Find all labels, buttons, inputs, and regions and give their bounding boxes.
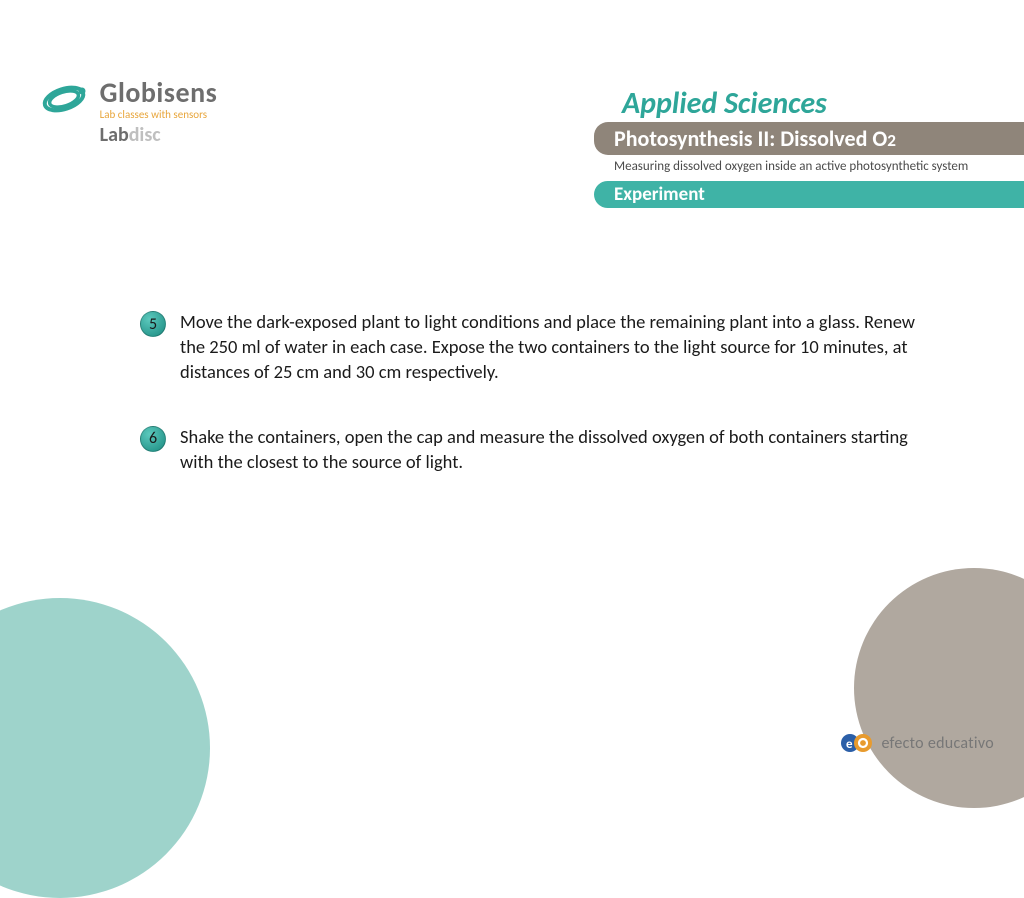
title-bar: Photosynthesis II: Dissolved O2: [594, 122, 1024, 155]
globe-swirl-icon: [40, 75, 88, 128]
ea-icon: e: [841, 732, 873, 754]
title-section: Experiment: [594, 181, 1024, 208]
title-desc: Measuring dissolved oxygen inside an act…: [594, 155, 1024, 181]
step-6: 6 Shake the containers, open the cap and…: [140, 425, 940, 475]
logo-tagline: Lab classes with sensors: [100, 108, 218, 121]
svg-text:e: e: [846, 737, 853, 752]
footer-brand: efecto educativo: [881, 734, 994, 753]
header: Globisens Lab classes with sensors Labdi…: [0, 0, 1024, 200]
decorative-blob-left: [0, 598, 210, 898]
step-text: Shake the containers, open the cap and m…: [180, 425, 940, 475]
content: 5 Move the dark-exposed plant to light c…: [140, 310, 940, 515]
step-number-badge: 6: [140, 426, 166, 452]
logo-brand: Globisens: [100, 75, 218, 110]
footer-logo: e efecto educativo: [841, 732, 994, 754]
step-text: Move the dark-exposed plant to light con…: [180, 310, 940, 385]
decorative-blob-right: [854, 568, 1024, 808]
step-number-badge: 5: [140, 311, 166, 337]
logo-area: Globisens Lab classes with sensors Labdi…: [40, 75, 217, 147]
title-main: Applied Sciences: [594, 85, 1024, 122]
logo-sub: Labdisc: [100, 123, 218, 147]
step-5: 5 Move the dark-exposed plant to light c…: [140, 310, 940, 385]
title-block: Applied Sciences Photosynthesis II: Diss…: [594, 85, 1024, 208]
